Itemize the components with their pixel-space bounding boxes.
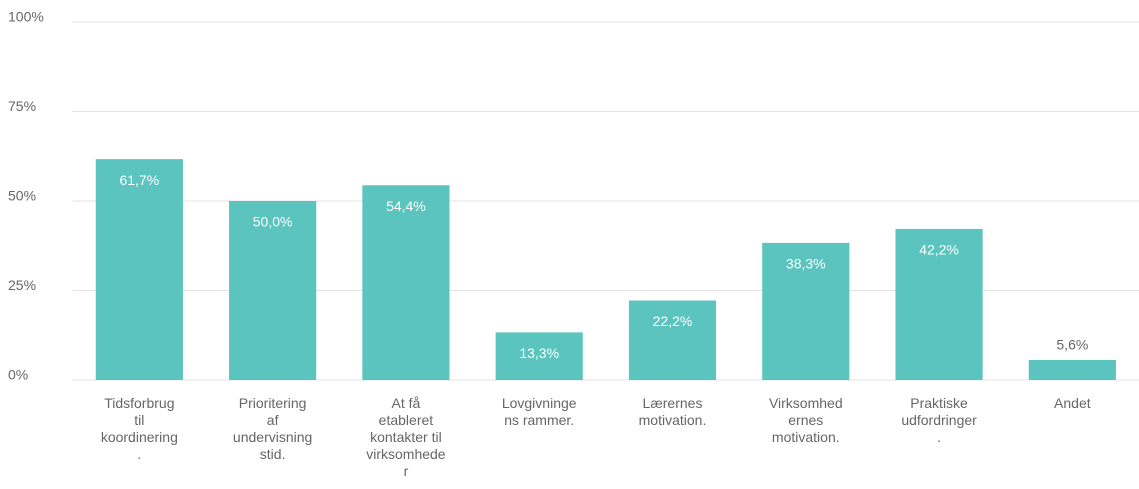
data-label: 13,3%	[519, 345, 559, 361]
bar	[895, 228, 983, 380]
x-tick-label-line: undervisning	[233, 429, 312, 445]
x-tick-label-line: r	[404, 463, 409, 479]
x-tick-label-line: Lærernes	[643, 395, 703, 411]
y-tick-label: 25%	[8, 277, 36, 293]
x-tick-label: Andet	[1054, 395, 1091, 411]
bar	[95, 159, 183, 380]
y-tick-label: 100%	[8, 9, 44, 25]
data-label: 22,2%	[653, 313, 693, 329]
x-tick-label-line: stid.	[260, 446, 286, 462]
x-tick-label-line: virksomhede	[366, 446, 446, 462]
data-label: 38,3%	[786, 256, 826, 272]
x-tick-label-line: motivation.	[639, 412, 707, 428]
x-tick-label-line: Praktiske	[910, 395, 968, 411]
x-tick-label: Tidsforbrug til koordinering.	[101, 395, 178, 462]
bar	[628, 300, 717, 380]
bar	[1028, 359, 1116, 380]
x-tick-label-line: motivation.	[772, 429, 840, 445]
y-tick-label: 75%	[8, 98, 36, 114]
x-tick-label-line: Prioritering	[239, 395, 307, 411]
x-tick-label-line: ernes	[788, 412, 823, 428]
bar	[362, 185, 450, 380]
y-tick-label: 50%	[8, 188, 36, 204]
x-tick-label-line: Virksomhed	[769, 395, 843, 411]
x-tick-label-line: At få	[392, 395, 421, 411]
data-label: 54,4%	[386, 198, 426, 214]
x-tick-label: Prioritering af undervisning stid.	[233, 395, 312, 462]
x-tick-label: Virksomhed ernes motivation.	[769, 395, 843, 445]
x-tick-label: Praktiske udfordringer.	[901, 395, 977, 445]
x-tick-label-line: koordinering	[101, 429, 178, 445]
bar	[229, 201, 317, 380]
bar	[762, 242, 850, 380]
data-label: 42,2%	[919, 242, 959, 258]
x-tick-label-line: kontakter til	[370, 429, 442, 445]
x-tick-label-line: .	[137, 446, 141, 462]
x-tick-label-line: .	[937, 429, 941, 445]
bar	[495, 332, 583, 380]
x-tick-label-line: Andet	[1054, 395, 1091, 411]
data-label: 61,7%	[119, 172, 159, 188]
x-tick-label: At få etableret kontakter til virksomhede r	[366, 395, 446, 479]
data-label: 50,0%	[253, 214, 293, 230]
data-label: 5,6%	[1056, 337, 1088, 353]
x-tick-label-line: udfordringer	[901, 412, 977, 428]
x-tick-label-line: ns rammer.	[504, 412, 574, 428]
x-tick-label: Lovgivninge ns rammer.	[502, 395, 577, 428]
x-tick-label-line: Lovgivninge	[502, 395, 577, 411]
x-tick-label-line: etableret	[379, 412, 434, 428]
x-tick-label-line: af	[267, 412, 279, 428]
y-tick-label: 0%	[8, 367, 28, 383]
x-tick-label-line: Tidsforbrug	[104, 395, 174, 411]
x-tick-label: Lærernes motivation.	[639, 395, 707, 428]
x-tick-label-line: til	[134, 412, 144, 428]
